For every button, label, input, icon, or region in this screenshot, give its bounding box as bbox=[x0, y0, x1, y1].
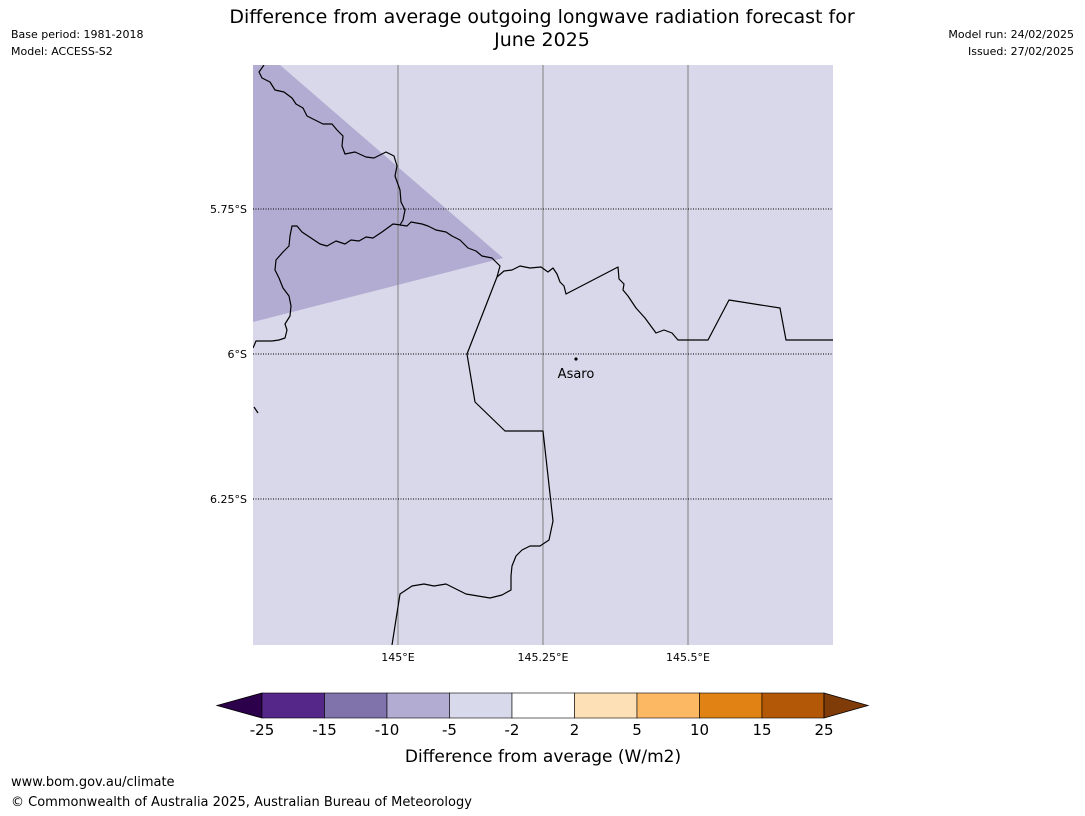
colorbar-tick-8: 15 bbox=[752, 721, 771, 739]
colorbar-segment-3 bbox=[386, 692, 450, 719]
lon-label-145.5: 145.5°E bbox=[666, 651, 710, 664]
colorbar-title: Difference from average (W/m2) bbox=[405, 747, 681, 767]
colorbar-segment-1 bbox=[261, 692, 325, 719]
colorbar-tick-0: -25 bbox=[250, 721, 275, 739]
title-line-1: Difference from average outgoing longwav… bbox=[229, 6, 855, 28]
colorbar-tick-7: 10 bbox=[690, 721, 709, 739]
lon-label-145.25: 145.25°E bbox=[518, 651, 569, 664]
lat-label-6: 6°S bbox=[228, 348, 247, 361]
title-line-2: June 2025 bbox=[494, 29, 590, 51]
colorbar-extend-low bbox=[215, 692, 263, 719]
colorbar-tick-5: 2 bbox=[570, 721, 580, 739]
colorbar-extend-high bbox=[823, 692, 870, 719]
header-left: Base period: 1981-2018 Model: ACCESS-S2 bbox=[11, 26, 143, 60]
colorbar-segment-6 bbox=[574, 692, 638, 719]
model-text: Model: ACCESS-S2 bbox=[11, 45, 113, 58]
colorbar-tick-3: -5 bbox=[442, 721, 457, 739]
colorbar-segment-9 bbox=[761, 692, 825, 719]
colorbar-segment-7 bbox=[636, 692, 700, 719]
anomaly-region bbox=[253, 65, 503, 322]
colorbar-segment-5 bbox=[511, 692, 575, 719]
colorbar-segment-2 bbox=[324, 692, 388, 719]
border-south bbox=[391, 276, 554, 645]
colorbar-segment-4 bbox=[449, 692, 513, 719]
base-period-text: Base period: 1981-2018 bbox=[11, 28, 144, 41]
colorbar: -25 -15 -10 -5 -2 2 5 10 15 25 Differenc… bbox=[215, 692, 870, 767]
colorbar-tick-1: -15 bbox=[312, 721, 337, 739]
header-right: Model run: 24/02/2025 Issued: 27/02/2025 bbox=[948, 26, 1074, 60]
colorbar-tick-6: 5 bbox=[632, 721, 642, 739]
lat-label-5.75: 5.75°S bbox=[210, 203, 247, 216]
border-central bbox=[496, 265, 833, 341]
colorbar-segment-8 bbox=[699, 692, 763, 719]
border-northwest bbox=[258, 65, 501, 278]
colorbar-tick-2: -10 bbox=[375, 721, 400, 739]
map-title: Difference from average outgoing longwav… bbox=[192, 6, 892, 52]
model-run-text: Model run: 24/02/2025 bbox=[948, 28, 1074, 41]
colorbar-tick-4: -2 bbox=[505, 721, 520, 739]
asaro-label: Asaro bbox=[558, 367, 595, 382]
footer-copyright: © Commonwealth of Australia 2025, Austra… bbox=[11, 795, 472, 810]
lon-label-145: 145°E bbox=[381, 651, 414, 664]
colorbar-tick-9: 25 bbox=[814, 721, 833, 739]
issued-text: Issued: 27/02/2025 bbox=[967, 45, 1074, 58]
province-borders bbox=[253, 65, 833, 645]
border-west-fragment bbox=[253, 406, 259, 414]
footer-url: www.bom.gov.au/climate bbox=[11, 775, 175, 790]
lat-label-6.25: 6.25°S bbox=[210, 493, 247, 506]
border-west-loop bbox=[253, 223, 402, 349]
asaro-marker bbox=[574, 357, 578, 361]
